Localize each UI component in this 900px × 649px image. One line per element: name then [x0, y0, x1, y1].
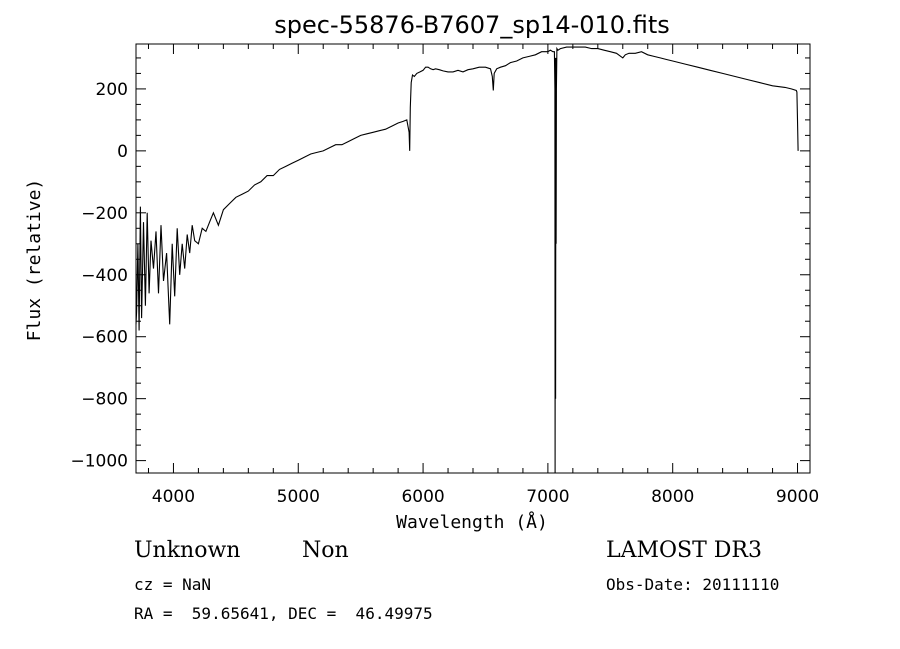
- y-tick-label: −200: [81, 204, 128, 224]
- y-tick-label: −800: [81, 390, 128, 410]
- plot-frame: [135, 43, 811, 474]
- object-subclass: Non: [302, 538, 349, 563]
- cz-value: cz = NaN: [134, 575, 212, 594]
- y-tick-label: −400: [81, 266, 128, 286]
- x-tick-label: 7000: [526, 487, 569, 507]
- survey-name: LAMOST DR3: [606, 538, 762, 563]
- axis-ticks: [136, 44, 810, 473]
- y-tick-label: −1000: [70, 452, 128, 472]
- x-axis-label: Wavelength (Å): [396, 511, 548, 533]
- x-tick-label: 4000: [152, 487, 195, 507]
- coordinates: RA = 59.65641, DEC = 46.49975: [134, 604, 433, 623]
- x-tick-label: 6000: [401, 487, 444, 507]
- y-tick-labels: −1000 −800 −600 −400 −200 0 200: [70, 80, 128, 472]
- y-tick-label: 0: [117, 142, 128, 162]
- x-tick-label: 8000: [651, 487, 694, 507]
- y-tick-label: 200: [96, 80, 128, 100]
- x-tick-labels: 4000 5000 6000 7000 8000 9000: [152, 487, 819, 507]
- object-class: Unknown: [134, 538, 241, 563]
- spectrum-line: [135, 46, 799, 474]
- x-tick-label: 5000: [277, 487, 320, 507]
- x-tick-label: 9000: [776, 487, 819, 507]
- y-axis-label: Flux (relative): [24, 179, 45, 342]
- chart-title: spec-55876-B7607_sp14-010.fits: [274, 11, 669, 39]
- obs-date: Obs-Date: 20111110: [606, 575, 780, 594]
- y-tick-label: −600: [81, 328, 128, 348]
